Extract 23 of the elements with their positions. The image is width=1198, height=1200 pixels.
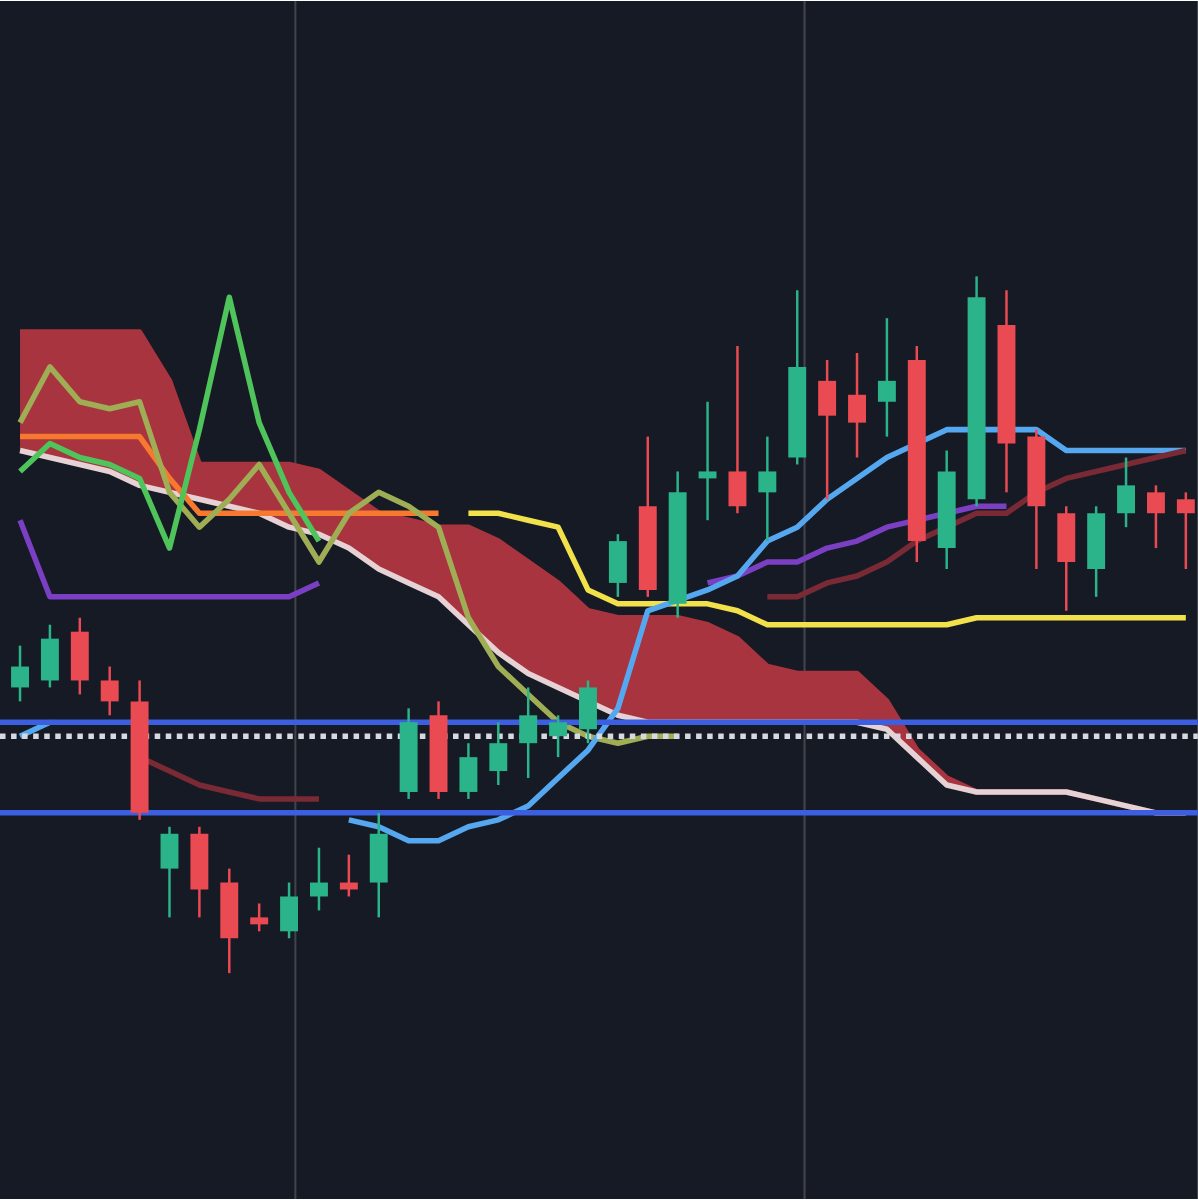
candlestick — [11, 644, 30, 703]
candlestick — [489, 721, 508, 787]
candlestick — [758, 435, 777, 543]
candlestick — [250, 902, 269, 933]
candlestick — [818, 358, 837, 501]
candlestick — [41, 623, 59, 689]
candlestick — [878, 316, 896, 438]
candlestick — [609, 532, 627, 599]
candlestick — [310, 846, 329, 912]
candlestick — [519, 686, 538, 780]
candlestick — [1117, 456, 1136, 529]
candlestick — [459, 741, 478, 801]
candlestick — [160, 825, 179, 919]
candlestick — [579, 679, 598, 745]
candlestick — [1147, 484, 1165, 550]
candlestick — [1176, 491, 1195, 571]
candlestick — [698, 400, 717, 522]
candlestick — [728, 344, 747, 515]
candlestick — [549, 714, 568, 759]
candlestick — [280, 881, 299, 940]
candlestick — [100, 665, 119, 717]
candlestick — [339, 853, 358, 898]
candlestick — [848, 351, 867, 459]
